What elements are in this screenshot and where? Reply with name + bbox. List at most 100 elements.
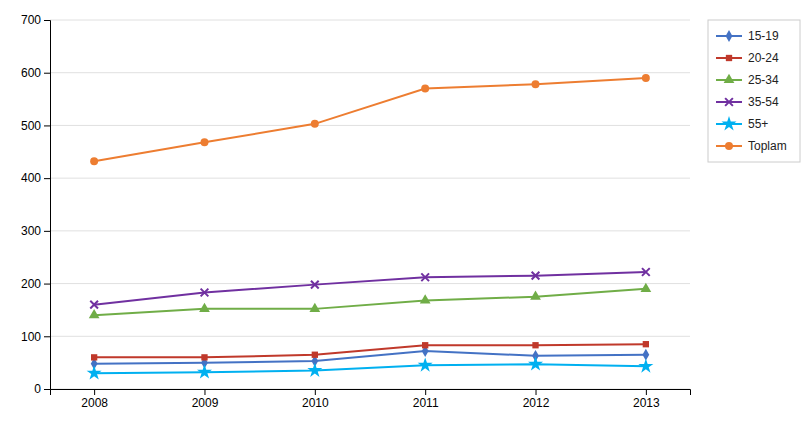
tick-label: 2012 xyxy=(523,396,550,410)
marker xyxy=(91,354,97,360)
series xyxy=(91,341,649,361)
tick-mark xyxy=(44,20,50,21)
tick: 0 xyxy=(34,382,50,396)
axis-line xyxy=(44,21,51,390)
tick-mark xyxy=(204,389,205,395)
marker xyxy=(528,356,543,370)
line xyxy=(94,272,646,305)
tick-label: 300 xyxy=(21,224,41,238)
chart: 2008 2009 2010 2011 2012 2013 0 100 200 300 400 500… xyxy=(0,0,810,425)
marker xyxy=(90,301,98,309)
line xyxy=(94,78,646,161)
legend-item: 25-34 xyxy=(716,73,779,87)
tick: 2013 xyxy=(633,389,660,410)
series xyxy=(87,356,654,379)
marker xyxy=(312,352,318,358)
tick: 300 xyxy=(21,224,50,238)
tick: 2008 xyxy=(81,389,108,410)
tick-label: 500 xyxy=(21,119,41,133)
tick: 500 xyxy=(21,119,50,133)
line xyxy=(94,344,646,357)
series xyxy=(91,345,650,369)
tick-label: 100 xyxy=(21,330,41,344)
grid-line xyxy=(50,230,690,231)
grid-line xyxy=(50,20,690,21)
tick-mark xyxy=(425,389,426,395)
tick-mark xyxy=(44,284,50,285)
legend-item: 15-19 xyxy=(716,29,779,43)
marker xyxy=(201,289,209,297)
tick-mark xyxy=(94,389,95,395)
marker xyxy=(311,120,319,128)
plot: 2008 2009 2010 2011 2012 2013 0 100 200 300 400 500… xyxy=(21,13,691,409)
marker xyxy=(422,342,428,348)
marker xyxy=(532,342,538,348)
tick-label: 200 xyxy=(21,277,41,291)
marker xyxy=(201,354,207,360)
tick: 2010 xyxy=(302,389,329,410)
legend-marker xyxy=(726,55,732,61)
legend-item: 55+ xyxy=(716,116,768,131)
grid-line xyxy=(50,125,690,126)
legend: 15-19 20-24 25-34 35-54 55+ Toplam xyxy=(708,20,800,162)
line xyxy=(94,289,646,315)
marker xyxy=(200,138,208,146)
axis-line xyxy=(51,390,691,396)
tick-label: 2011 xyxy=(413,396,439,410)
marker xyxy=(638,358,653,372)
tick-mark xyxy=(44,389,50,390)
legend-marker xyxy=(726,30,733,42)
tick-mark xyxy=(44,73,50,74)
tick: 200 xyxy=(21,277,50,291)
legend-marker xyxy=(725,142,733,150)
tick-label: 0 xyxy=(34,382,41,396)
legend-label: 55+ xyxy=(748,117,768,131)
marker xyxy=(418,357,433,371)
tick-mark xyxy=(315,389,316,395)
legend-label: 15-19 xyxy=(748,29,779,43)
tick-label: 700 xyxy=(21,13,41,27)
tick: 400 xyxy=(21,171,50,185)
legend-label: 20-24 xyxy=(748,51,779,65)
tick-label: 2010 xyxy=(302,396,329,410)
grid-line xyxy=(50,178,690,179)
series xyxy=(89,283,651,319)
grid-line xyxy=(50,72,690,73)
marker xyxy=(311,281,319,289)
marker xyxy=(421,85,429,93)
tick-mark xyxy=(44,336,50,337)
legend-marker xyxy=(725,98,733,106)
tick: 100 xyxy=(21,330,50,344)
tick: 600 xyxy=(21,66,50,80)
marker xyxy=(532,80,540,88)
legend-label: 25-34 xyxy=(748,73,779,87)
legend-item: Toplam xyxy=(716,139,787,153)
tick-label: 2009 xyxy=(192,396,219,410)
legend-marker xyxy=(721,116,736,130)
x-axis: 2008 2009 2010 2011 2012 2013 xyxy=(51,389,691,410)
tick: 2009 xyxy=(192,389,219,410)
marker xyxy=(532,272,540,280)
tick-mark xyxy=(44,178,50,179)
line xyxy=(94,364,646,373)
marker xyxy=(530,291,541,300)
legend-label: 35-54 xyxy=(748,95,779,109)
marker xyxy=(87,365,102,379)
tick-mark xyxy=(44,231,50,232)
marks xyxy=(87,74,654,380)
tick-label: 2013 xyxy=(633,396,660,410)
marker xyxy=(642,74,650,82)
tick: 2012 xyxy=(523,389,550,410)
marker xyxy=(309,303,320,312)
grid-line xyxy=(50,283,690,284)
series xyxy=(90,268,649,308)
marker xyxy=(89,309,100,318)
marker xyxy=(420,294,431,303)
tick: 700 xyxy=(21,13,50,27)
legend-item: 20-24 xyxy=(716,51,779,65)
tick: 2011 xyxy=(413,389,439,410)
series xyxy=(90,74,650,165)
marker xyxy=(199,303,210,312)
marker xyxy=(197,364,212,378)
legend-box xyxy=(708,20,800,162)
